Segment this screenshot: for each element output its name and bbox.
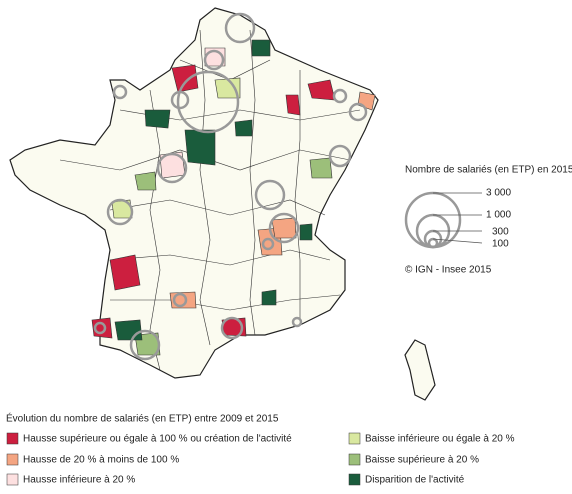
source: © IGN - Insee 2015: [405, 265, 492, 276]
legend-item: Baisse supérieure à 20 %: [365, 455, 479, 466]
size-label: 1 000: [486, 210, 511, 221]
color-legend-title: Évolution du nombre de salariés (en ETP)…: [6, 412, 279, 425]
swatch: [348, 453, 361, 466]
swatch: [348, 432, 361, 445]
legend-item: Hausse supérieure ou égale à 100 % ou cr…: [23, 434, 292, 445]
proportional-circles: [93, 12, 368, 361]
swatch: [348, 473, 361, 486]
swatch: [6, 432, 19, 445]
size-legend: Nombre de salariés (en ETP) en 2015 3 00…: [404, 165, 572, 250]
size-legend-circles: [404, 191, 462, 249]
size-label: 3 000: [486, 188, 511, 199]
swatch: [6, 473, 19, 486]
size-label: 100: [492, 239, 509, 250]
corsica: [404, 339, 436, 401]
legend-item: Baisse inférieure ou égale à 20 %: [365, 434, 515, 445]
map: [9, 7, 436, 401]
color-legend: Évolution du nombre de salariés (en ETP)…: [6, 412, 515, 486]
legend-item: Hausse de 20 % à moins de 100 %: [23, 455, 179, 466]
size-label: 300: [492, 227, 509, 238]
size-legend-title: Nombre de salariés (en ETP) en 2015: [405, 165, 572, 176]
department-borders: [59, 29, 361, 371]
zones: [91, 39, 376, 356]
size-legend-leaders: [432, 192, 483, 244]
legend-item: Hausse inférieure à 20 %: [23, 475, 135, 486]
france-outline: [9, 7, 379, 379]
legend-item: Disparition de l'activité: [365, 475, 465, 486]
swatch: [6, 453, 19, 466]
